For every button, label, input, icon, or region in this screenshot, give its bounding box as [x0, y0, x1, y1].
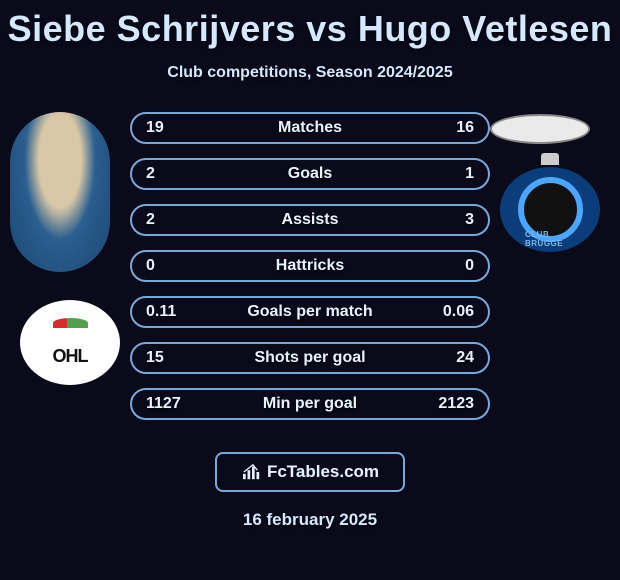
- stat-left-value: 2: [146, 211, 155, 229]
- player1-club-short: OHL: [53, 346, 88, 367]
- stat-row-matches: 19 Matches 16: [130, 112, 490, 144]
- stat-right-value: 0.06: [443, 303, 474, 321]
- page-title: Siebe Schrijvers vs Hugo Vetlesen: [0, 0, 620, 50]
- stat-label: Min per goal: [263, 395, 357, 413]
- stat-label: Goals: [288, 165, 332, 183]
- stat-right-value: 0: [465, 257, 474, 275]
- stat-left-value: 15: [146, 349, 164, 367]
- stat-right-value: 2123: [438, 395, 474, 413]
- player2-club-logo: CLUB BRUGGE: [500, 167, 600, 252]
- subtitle: Club competitions, Season 2024/2025: [0, 64, 620, 82]
- stat-left-value: 1127: [146, 395, 181, 413]
- stat-label: Hattricks: [276, 257, 344, 275]
- stat-row-goals: 2 Goals 1: [130, 158, 490, 190]
- stat-right-value: 16: [456, 119, 474, 137]
- branding-text: FcTables.com: [267, 462, 379, 482]
- player1-club-logo: OHL: [20, 300, 120, 385]
- stat-label: Assists: [282, 211, 339, 229]
- stat-left-value: 0: [146, 257, 155, 275]
- chart-icon: [241, 463, 263, 481]
- stat-row-hattricks: 0 Hattricks 0: [130, 250, 490, 282]
- stat-row-assists: 2 Assists 3: [130, 204, 490, 236]
- comparison-content: OHL CLUB BRUGGE 19 Matches 16 2 Goals 1 …: [0, 112, 620, 432]
- stat-right-value: 3: [465, 211, 474, 229]
- branding-badge: FcTables.com: [215, 452, 405, 492]
- crown-icon: [541, 153, 559, 165]
- player1-photo: [10, 112, 110, 272]
- stat-right-value: 24: [456, 349, 474, 367]
- stat-left-value: 2: [146, 165, 155, 183]
- stat-label: Matches: [278, 119, 342, 137]
- player2-club-label: CLUB BRUGGE: [525, 230, 575, 248]
- stat-row-min-per-goal: 1127 Min per goal 2123: [130, 388, 490, 420]
- stat-row-shots-per-goal: 15 Shots per goal 24: [130, 342, 490, 374]
- stat-left-value: 19: [146, 119, 164, 137]
- stat-label: Goals per match: [247, 303, 372, 321]
- player2-photo: [490, 114, 590, 144]
- stat-label: Shots per goal: [254, 349, 365, 367]
- date-label: 16 february 2025: [0, 510, 620, 530]
- stat-row-goals-per-match: 0.11 Goals per match 0.06: [130, 296, 490, 328]
- stat-right-value: 1: [465, 165, 474, 183]
- stats-list: 19 Matches 16 2 Goals 1 2 Assists 3 0 Ha…: [130, 112, 490, 434]
- stat-left-value: 0.11: [146, 303, 176, 321]
